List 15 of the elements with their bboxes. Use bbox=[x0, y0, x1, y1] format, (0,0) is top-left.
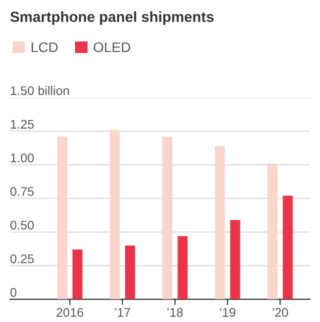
legend-label: OLED bbox=[94, 42, 130, 52]
y-tick-label: 0.50 bbox=[10, 220, 34, 230]
x-tick-label: ’17 bbox=[114, 308, 130, 317]
y-tick-label: 1.50 billion bbox=[10, 86, 69, 96]
y-tick-label: 0.75 bbox=[10, 187, 34, 196]
x-tick-label: ’19 bbox=[220, 308, 236, 317]
y-tick-label: 0.25 bbox=[10, 254, 34, 264]
y-tick-label: 1.25 bbox=[10, 120, 34, 129]
x-tick-label: ’18 bbox=[167, 308, 183, 317]
legend-label: LCD bbox=[32, 42, 58, 52]
y-tick-label: 1.00 bbox=[10, 153, 34, 162]
x-tick-label: ’20 bbox=[272, 308, 288, 317]
y-tick-label: 0 bbox=[10, 288, 16, 297]
chart-title: Smartphone panel shipments bbox=[10, 11, 214, 25]
x-tick-label: 2016 bbox=[56, 308, 84, 317]
